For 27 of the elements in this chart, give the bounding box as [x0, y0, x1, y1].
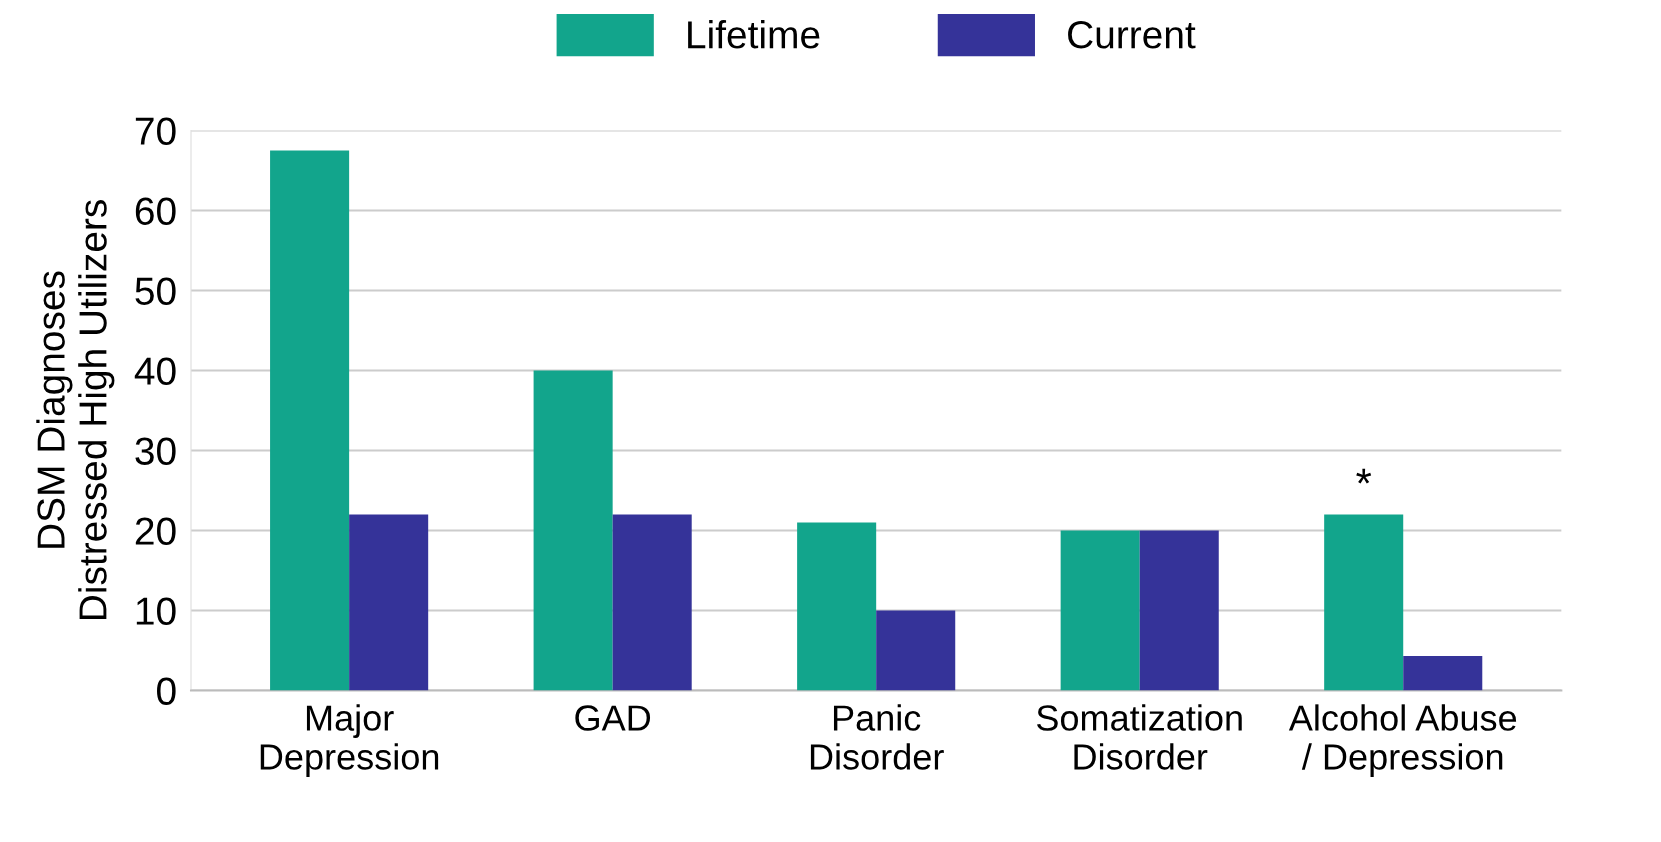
y-axis-title: DSM Diagnoses Distressed High Utilizers [36, 200, 115, 620]
bar [533, 370, 613, 691]
x-tick-label: Panic Disorder [810, 704, 944, 770]
legend-label: Current [1068, 20, 1196, 49]
y-tick-label: 50 [135, 277, 176, 305]
bar [797, 522, 877, 691]
y-tick-label: 30 [135, 437, 176, 465]
x-tick-label: Somatization Disorder [1036, 704, 1242, 770]
y-tick-label: 20 [135, 517, 176, 545]
bar [612, 514, 692, 691]
x-tick-label: Alcohol Abuse / Depression [1288, 704, 1517, 777]
bar [1139, 530, 1219, 691]
y-tick-label: 0 [157, 677, 176, 705]
y-tick-label: 60 [135, 197, 176, 225]
bar [1403, 656, 1483, 691]
x-tick-label: GAD [575, 705, 651, 731]
y-tick-label: 40 [134, 357, 176, 385]
bar [1060, 530, 1140, 691]
bar [349, 514, 429, 691]
bar [876, 610, 956, 691]
legend-label: Lifetime [688, 19, 820, 49]
y-tick-label: 10 [136, 597, 176, 625]
y-tick-label: 70 [135, 117, 176, 145]
x-tick-label: Major Depression [260, 704, 439, 777]
bar [1324, 514, 1404, 691]
annotation: * [1356, 468, 1372, 484]
bar [270, 150, 350, 691]
